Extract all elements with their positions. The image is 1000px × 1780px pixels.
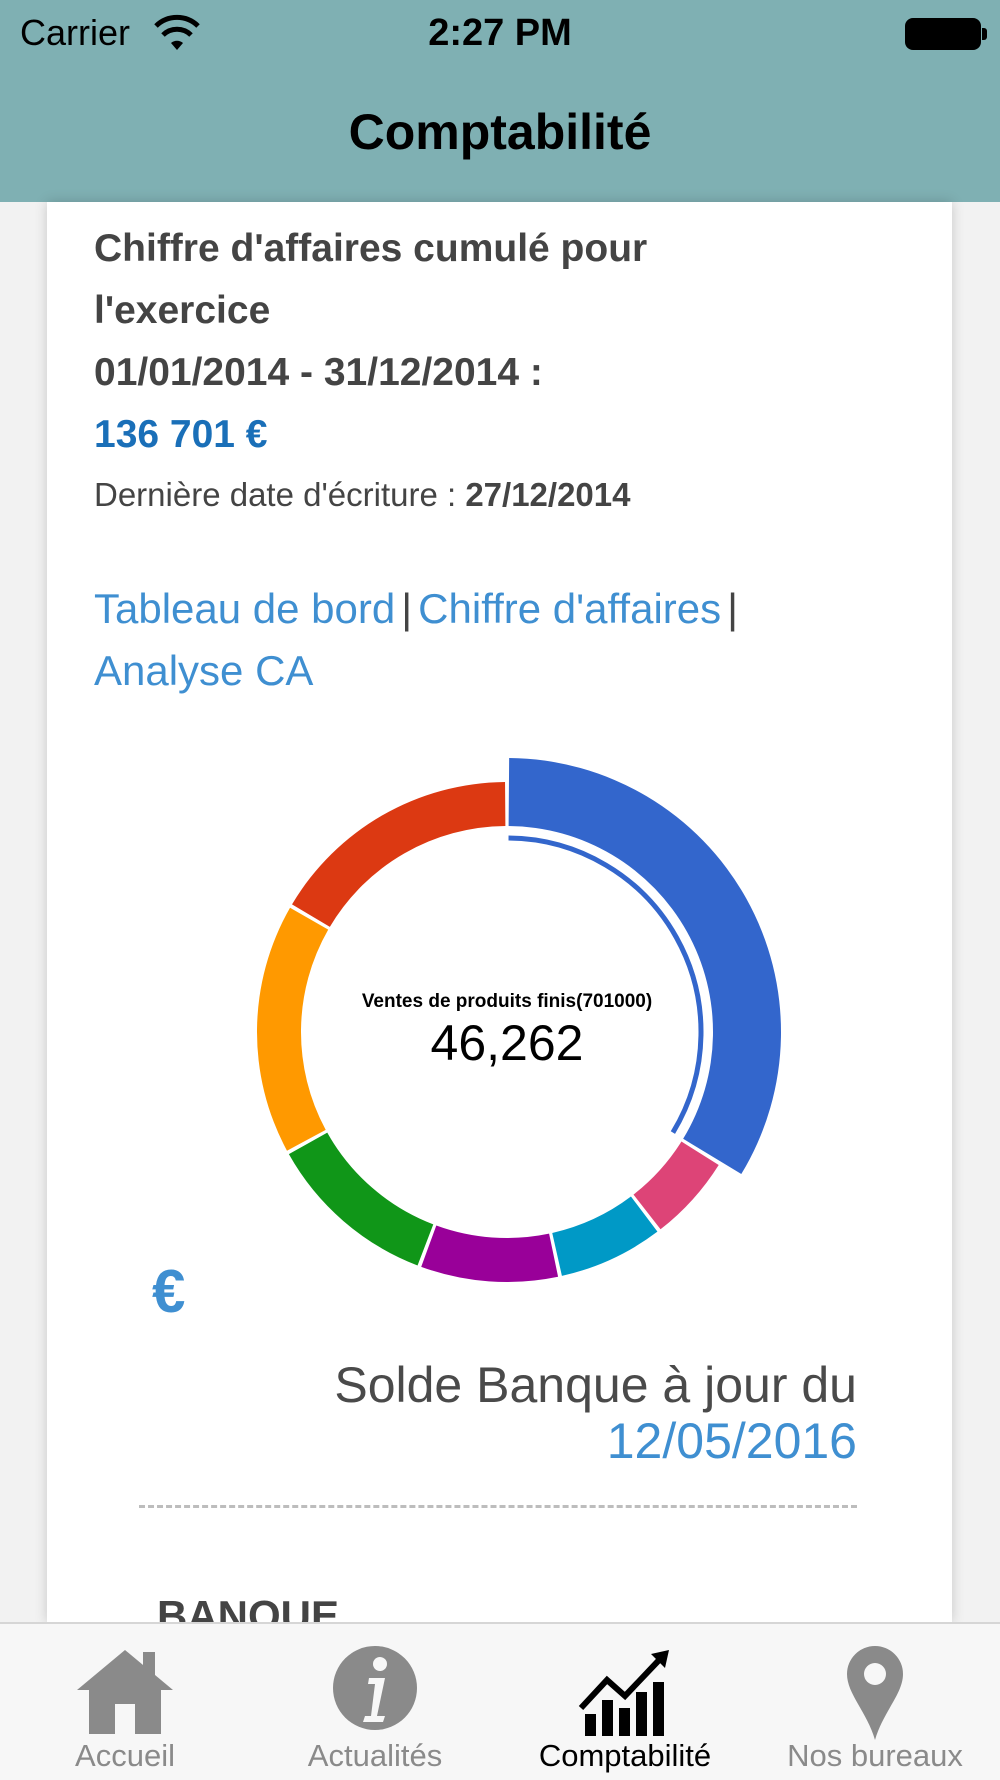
info-icon — [333, 1646, 417, 1730]
home-icon — [77, 1650, 173, 1734]
donut-segment[interactable] — [292, 782, 506, 927]
divider — [139, 1505, 857, 1508]
tab-actualites[interactable]: Actualités — [250, 1624, 500, 1780]
bank-balance-label: Solde Banque à jour du — [334, 1357, 857, 1413]
tab-comptabilite[interactable]: Comptabilité — [500, 1624, 750, 1780]
chart-icon — [578, 1650, 669, 1736]
euro-icon: € — [152, 1258, 186, 1325]
donut-segments — [257, 758, 782, 1282]
report-links: Tableau de bord | Chiffre d'affaires | Anal… — [94, 578, 894, 702]
link-separator: | — [401, 585, 413, 632]
status-time: 2:27 PM — [428, 12, 572, 54]
navigation-bar: Comptabilité — [0, 70, 1000, 202]
last-entry-date: Dernière date d'écriture : 27/12/2014 — [94, 466, 894, 524]
location-pin-icon — [847, 1646, 903, 1740]
tab-accueil[interactable]: Accueil — [0, 1624, 250, 1780]
donut-segment[interactable] — [633, 1141, 719, 1230]
page-title: Comptabilité — [348, 104, 652, 160]
bank-balance-date: 12/05/2016 — [606, 1413, 857, 1469]
donut-segment[interactable] — [508, 758, 782, 1175]
donut-center-value: 46,262 — [431, 1015, 584, 1071]
wifi-icon — [154, 14, 200, 50]
content-card[interactable]: Chiffre d'affaires cumulé pour l'exercic… — [47, 202, 952, 1622]
last-entry-date-label: Dernière date d'écriture : — [94, 476, 457, 513]
link-dashboard[interactable]: Tableau de bord — [94, 585, 396, 632]
donut-center-label: Ventes de produits finis(701000) — [362, 991, 652, 1012]
status-bar: Carrier 2:27 PM — [0, 0, 1000, 70]
link-turnover-analysis[interactable]: Analyse CA — [94, 647, 314, 694]
tab-label: Actualités — [307, 1738, 443, 1773]
link-turnover[interactable]: Chiffre d'affaires — [418, 585, 722, 632]
summary-period: 01/01/2014 - 31/12/2014 : — [94, 351, 543, 394]
tab-nos-bureaux[interactable]: Nos bureaux — [750, 1624, 1000, 1780]
donut-segment[interactable] — [421, 1225, 559, 1282]
selected-segment-indicator — [508, 835, 704, 1134]
donut-segment[interactable] — [552, 1196, 658, 1276]
last-entry-date-value: 27/12/2014 — [465, 476, 631, 513]
turnover-donut-chart[interactable]: Ventes de produits finis(701000) 46,262 — [227, 752, 787, 1312]
tab-bar: Accueil Actualités Comptabilité Nos bure… — [0, 1622, 1000, 1780]
carrier-label: Carrier — [20, 12, 131, 53]
turnover-summary: Chiffre d'affaires cumulé pour l'exercic… — [94, 218, 894, 524]
link-separator: | — [727, 585, 739, 632]
bank-balance-header: Solde Banque à jour du 12/05/2016 — [147, 1357, 857, 1469]
bank-section-title: BANQUE — [157, 1592, 340, 1622]
donut-segment[interactable] — [257, 907, 329, 1151]
summary-heading-line1: Chiffre d'affaires cumulé pour — [94, 227, 648, 270]
turnover-total: 136 701 € — [94, 413, 268, 456]
donut-segment[interactable] — [288, 1132, 434, 1266]
battery-icon — [905, 18, 987, 50]
tab-label: Accueil — [75, 1738, 175, 1773]
tab-label: Nos bureaux — [787, 1738, 963, 1773]
tab-label: Comptabilité — [538, 1738, 712, 1773]
summary-heading-line2: l'exercice — [94, 289, 271, 332]
